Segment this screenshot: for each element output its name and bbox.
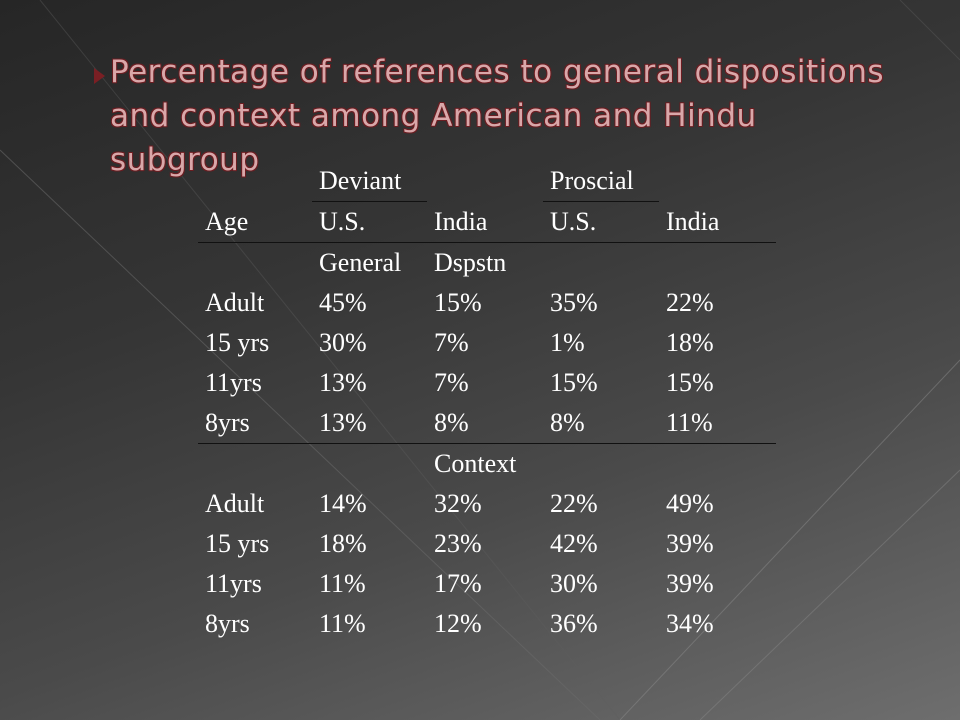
empty-cell <box>427 161 543 202</box>
cell-value: 8% <box>427 403 543 444</box>
cell-value: 23% <box>434 529 482 558</box>
cell-value: 34% <box>666 609 714 638</box>
section-label: Context <box>434 449 517 478</box>
section-label-row: General Dspstn <box>198 243 776 284</box>
cell-value: 39% <box>666 569 714 598</box>
cell-value: 45% <box>319 288 367 317</box>
column-header-deviant-india: India <box>427 201 543 243</box>
cell-value: 17% <box>434 569 482 598</box>
table-row: 15 yrs 30% 7% 1% 18% <box>198 323 776 363</box>
cell-value: 22% <box>666 288 714 317</box>
cell-value: 15% <box>666 368 714 397</box>
cell-value: 7% <box>434 328 469 357</box>
deviant-header: Deviant <box>312 161 427 202</box>
cell-value: 32% <box>434 489 482 518</box>
section-label <box>659 444 776 485</box>
cell-value: 11% <box>659 403 776 444</box>
slide-title: Percentage of references to general disp… <box>110 54 885 178</box>
cell-value: 39% <box>666 529 714 558</box>
table-row: 11yrs 13% 7% 15% 15% <box>198 363 776 403</box>
cell-value: 15% <box>434 288 482 317</box>
cell-value: 30% <box>319 328 367 357</box>
cell-value: 12% <box>434 609 482 638</box>
table-row: 8yrs 13% 8% 8% 11% <box>198 403 776 444</box>
cell-value: 7% <box>434 368 469 397</box>
cell-value: 13% <box>312 403 427 444</box>
cell-value: 42% <box>550 529 598 558</box>
cell-value: 14% <box>319 489 367 518</box>
cell-value: 11% <box>319 569 366 598</box>
section-label <box>198 243 312 284</box>
table-row: 8yrs 11% 12% 36% 34% <box>198 604 776 644</box>
section-label: Dspstn <box>434 248 507 277</box>
empty-cell <box>198 161 312 202</box>
cell-value: 35% <box>550 288 598 317</box>
proscial-header: Proscial <box>543 161 659 202</box>
table-row: Adult 14% 32% 22% 49% <box>198 484 776 524</box>
section-label <box>659 243 776 284</box>
row-age: 11yrs <box>205 569 262 598</box>
group-header-row: Deviant Proscial <box>198 161 776 202</box>
section-label <box>543 444 659 485</box>
cell-value: 22% <box>550 489 598 518</box>
column-header-proscial-india: India <box>659 201 776 243</box>
column-header-proscial-us: U.S. <box>543 201 659 243</box>
cell-value: 49% <box>666 489 714 518</box>
table-row: Adult 45% 15% 35% 22% <box>198 283 776 323</box>
row-age: 8yrs <box>205 609 250 638</box>
row-age: 11yrs <box>205 368 262 397</box>
row-age: 15 yrs <box>205 529 270 558</box>
row-age: 8yrs <box>198 403 312 444</box>
section-label <box>198 444 312 485</box>
row-age: Adult <box>205 489 265 518</box>
cell-value: 36% <box>550 609 598 638</box>
title-bullet-icon <box>94 68 105 84</box>
table-row: 15 yrs 18% 23% 42% 39% <box>198 524 776 564</box>
row-age: Adult <box>205 288 265 317</box>
table-row: 11yrs 11% 17% 30% 39% <box>198 564 776 604</box>
cell-value: 13% <box>319 368 367 397</box>
column-header-deviant-us: U.S. <box>312 201 427 243</box>
section-label-row: Context <box>198 444 776 485</box>
section-label <box>543 243 659 284</box>
cell-value: 11% <box>319 609 366 638</box>
cell-value: 18% <box>666 328 714 357</box>
cell-value: 15% <box>550 368 598 397</box>
cell-value: 8% <box>543 403 659 444</box>
column-header-row: Age U.S. India U.S. India <box>198 201 776 243</box>
section-label <box>312 444 427 485</box>
cell-value: 18% <box>319 529 367 558</box>
row-age: 15 yrs <box>205 328 270 357</box>
data-table: Deviant Proscial Age U.S. India U.S. Ind… <box>198 161 776 644</box>
empty-cell <box>659 161 776 202</box>
section-label: General <box>319 248 402 277</box>
cell-value: 30% <box>550 569 598 598</box>
column-header-age: Age <box>198 201 312 243</box>
cell-value: 1% <box>550 328 585 357</box>
